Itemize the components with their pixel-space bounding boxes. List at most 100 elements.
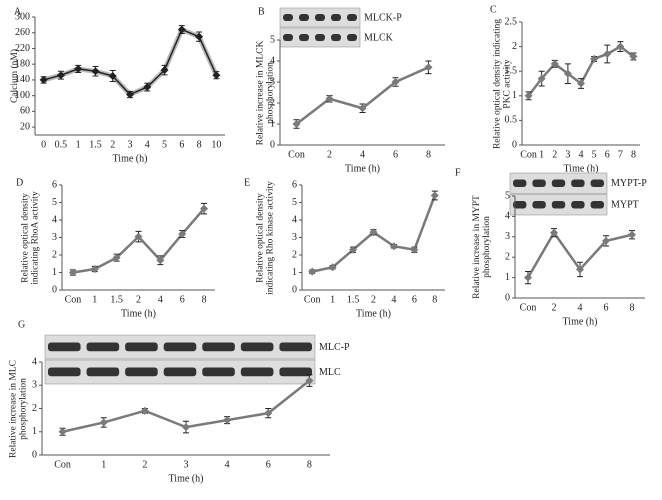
x-tick-label: 5	[162, 139, 167, 150]
data-point	[391, 78, 400, 86]
data-point	[563, 69, 572, 78]
x-tick-label: 8	[426, 149, 431, 160]
x-tick-label: Con	[304, 294, 321, 305]
blot-band	[283, 14, 293, 21]
data-point	[292, 120, 301, 128]
data-point	[178, 230, 187, 238]
x-axis-label: Time (h)	[345, 163, 380, 174]
x-tick-label: 1.5	[347, 294, 360, 305]
y-tick-label: 2	[512, 41, 517, 52]
blot-label: MYPT	[611, 200, 639, 211]
data-point	[328, 263, 337, 272]
y-tick-label: 0	[270, 139, 275, 150]
x-tick-label: 8	[197, 139, 202, 150]
data-point	[590, 54, 599, 63]
x-tick-label: 8	[202, 294, 207, 305]
data-point	[308, 267, 317, 276]
x-tick-label: 4	[579, 149, 584, 160]
y-tick-label: 1	[512, 90, 517, 101]
y-tick-label: 60	[20, 106, 30, 117]
y-tick-label: 220	[15, 43, 30, 54]
x-axis-label: Time (h)	[563, 316, 598, 327]
blot-band	[125, 367, 158, 377]
x-tick-label: 8	[630, 302, 635, 313]
panel-label: A	[14, 6, 22, 17]
data-point	[90, 265, 99, 273]
x-tick-label: 2	[371, 294, 376, 305]
x-tick-label: 4	[578, 302, 583, 313]
y-tick-label: 140	[15, 74, 30, 85]
y-tick-label: 5	[270, 34, 275, 45]
data-point	[430, 191, 439, 200]
x-tick-label: 4	[158, 294, 163, 305]
y-tick-label: 0	[52, 284, 57, 295]
blot-band	[331, 14, 341, 21]
y-axis-label: Relative optical density indicating Rho …	[255, 180, 275, 295]
blot-band	[532, 179, 546, 187]
x-tick-label: 1	[539, 149, 544, 160]
x-tick-label: 3	[128, 139, 133, 150]
blot-band	[48, 367, 81, 377]
x-tick-label: 6	[605, 149, 610, 160]
data-point	[628, 230, 636, 239]
data-point	[58, 427, 67, 436]
data-point	[389, 242, 398, 251]
blot-band	[86, 367, 120, 377]
series-line	[295, 66, 430, 125]
y-axis-label: Relative increase in MYPT phosphorylatio…	[472, 195, 492, 299]
y-tick-label: 2	[270, 97, 275, 108]
x-axis-label: Time (h)	[564, 163, 599, 174]
y-tick-label: 6	[292, 179, 297, 190]
x-tick-label: 1.5	[89, 139, 102, 150]
x-tick-label: 1	[92, 294, 97, 305]
data-point	[108, 72, 117, 80]
data-point	[616, 42, 625, 51]
blot-band	[513, 179, 527, 187]
y-tick-label: 4	[505, 211, 510, 222]
data-point	[537, 74, 546, 83]
y-axis-label: Relative optical density indicating PKC …	[492, 18, 512, 149]
data-point	[156, 256, 165, 265]
blot-band	[315, 14, 325, 21]
y-tick-label: 0	[292, 284, 297, 295]
x-tick-label: 2	[552, 149, 557, 160]
blot-band	[299, 14, 309, 21]
x-tick-label: 1	[101, 459, 106, 470]
y-tick-label: 4	[270, 55, 275, 66]
blot-band	[315, 34, 325, 41]
y-tick-label: 5	[505, 190, 510, 201]
x-tick-label: 6	[179, 139, 184, 150]
y-tick-label: 2	[505, 251, 510, 262]
x-axis-label: Time (h)	[169, 473, 204, 484]
data-point	[223, 416, 232, 425]
panel-label: F	[455, 167, 461, 178]
panel-label: E	[244, 177, 250, 188]
x-axis-label: Time (h)	[356, 308, 391, 319]
y-tick-label: 180	[15, 58, 30, 69]
data-point	[68, 268, 77, 277]
data-point	[524, 273, 532, 282]
data-point	[39, 75, 48, 84]
x-tick-label: 10	[211, 139, 221, 150]
blot-band	[202, 342, 235, 352]
blot-band	[571, 200, 585, 209]
data-point	[182, 423, 190, 432]
blot-label: MYPT-P	[611, 178, 647, 189]
x-tick-label: 4	[225, 459, 230, 470]
y-axis-label: Calcium (nM)	[10, 48, 20, 104]
blot-band	[240, 342, 274, 352]
blot-label: MLCK-P	[364, 12, 402, 23]
data-point	[369, 228, 378, 237]
x-tick-label: 8	[631, 149, 636, 160]
x-axis-label: Time (h)	[113, 153, 148, 164]
data-point	[56, 71, 65, 80]
data-point	[410, 245, 419, 254]
y-tick-label: 20	[20, 121, 30, 132]
y-tick-label: 1	[292, 267, 297, 278]
x-tick-label: 2	[142, 459, 147, 470]
y-tick-label: 2	[292, 249, 297, 260]
y-tick-label: 260	[15, 27, 30, 38]
blot-band	[163, 342, 197, 352]
series-halo	[42, 26, 219, 98]
x-tick-label: 3	[184, 459, 189, 470]
